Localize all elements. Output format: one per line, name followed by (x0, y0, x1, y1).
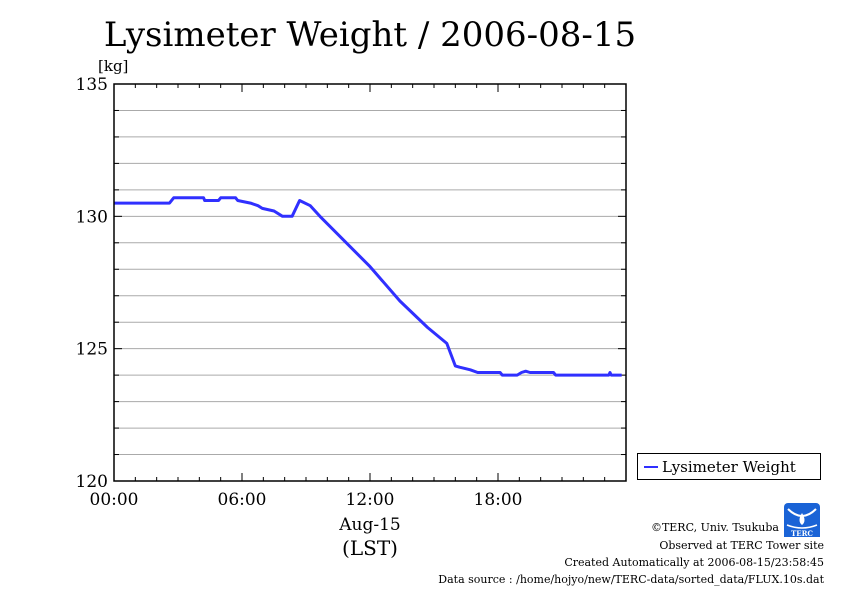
series-line-lysimeter-weight (114, 196, 622, 377)
logo-text: TERC (791, 529, 813, 537)
x-tick-label: 12:00 (346, 490, 395, 510)
copyright-text: ©TERC, Univ. Tsukuba (650, 521, 779, 534)
y-tick-label: 135 (76, 75, 108, 95)
y-axis-label: [kg] (98, 57, 128, 75)
y-tick-label: 120 (76, 472, 108, 492)
y-tick-label: 125 (76, 340, 108, 360)
terc-logo: TERC (784, 503, 820, 538)
y-tick-label: 130 (76, 207, 108, 227)
legend-label: Lysimeter Weight (662, 457, 796, 476)
x-tick-label: 18:00 (474, 490, 523, 510)
date-label: Aug-15 (338, 515, 400, 535)
x-tick-label: 06:00 (218, 490, 267, 510)
chart-title: Lysimeter Weight / 2006-08-15 (104, 15, 636, 55)
x-tick-label: 00:00 (90, 490, 139, 510)
x-axis-label: (LST) (342, 536, 398, 560)
source-text: Data source : /home/hojyo/new/TERC-data/… (438, 573, 824, 586)
legend: Lysimeter Weight (637, 453, 821, 480)
observed-text: Observed at TERC Tower site (659, 539, 824, 552)
plot-frame (113, 83, 627, 482)
created-text: Created Automatically at 2006-08-15/23:5… (564, 556, 824, 569)
legend-swatch (644, 465, 658, 468)
